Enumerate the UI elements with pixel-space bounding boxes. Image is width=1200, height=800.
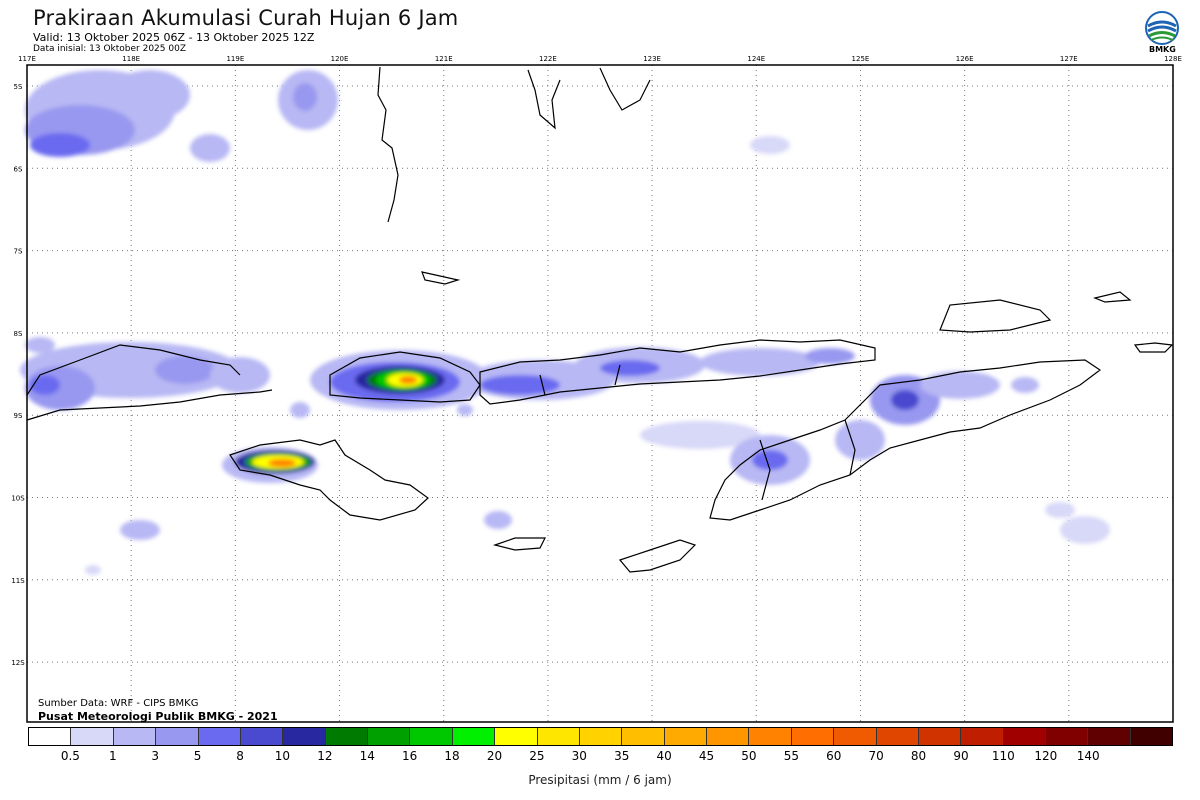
lat-label: 6S bbox=[14, 165, 23, 173]
colorbar-tick-label: 16 bbox=[402, 749, 418, 763]
source-note: Sumber Data: WRF - CIPS BMKG bbox=[38, 698, 199, 709]
lon-label: 126E bbox=[956, 55, 974, 63]
lat-label: 8S bbox=[14, 330, 23, 338]
colorbar-swatch bbox=[410, 728, 453, 745]
colorbar-tick-label: 55 bbox=[783, 749, 799, 763]
coastlines bbox=[26, 66, 1174, 573]
lon-label: 118E bbox=[122, 55, 140, 63]
colorbar-tick-label: 5 bbox=[193, 749, 202, 763]
lon-label: 122E bbox=[539, 55, 557, 63]
lon-label: 127E bbox=[1060, 55, 1078, 63]
colorbar-swatch bbox=[113, 728, 157, 745]
lon-label: 119E bbox=[226, 55, 244, 63]
colorbar-tick-label: 0.5 bbox=[60, 749, 80, 763]
colorbar-swatch bbox=[749, 728, 792, 745]
colorbar-ticks: 0.5 1 3 5 8 10 12 14 16 18 20 25 30 35 40 45 50 55 60 70 80 9… bbox=[28, 749, 1173, 763]
colorbar-swatch bbox=[961, 728, 1004, 745]
colorbar-tick-label: 90 bbox=[953, 749, 969, 763]
org-credit: Pusat Meteorologi Publik BMKG - 2021 bbox=[38, 710, 278, 723]
colorbar-swatch bbox=[452, 728, 496, 745]
lat-label: 11S bbox=[11, 577, 25, 585]
colorbar-tick-label: 60 bbox=[826, 749, 842, 763]
colorbar-swatch bbox=[198, 728, 241, 745]
lat-label: 5S bbox=[14, 83, 23, 91]
lon-label: 124E bbox=[747, 55, 765, 63]
colorbar-swatch bbox=[876, 728, 919, 745]
colorbar-tick-label: 50 bbox=[741, 749, 757, 763]
colorbar-swatch bbox=[325, 728, 368, 745]
colorbar-tick-label: 140 bbox=[1076, 749, 1100, 763]
lon-label: 125E bbox=[852, 55, 870, 63]
colorbar-swatch bbox=[664, 728, 707, 745]
colorbar-swatch bbox=[918, 728, 962, 745]
colorbar-tick-label: 70 bbox=[868, 749, 884, 763]
lon-label: 121E bbox=[435, 55, 453, 63]
valid-period: Valid: 13 Oktober 2025 06Z - 13 Oktober … bbox=[33, 31, 315, 44]
lat-label: 10S bbox=[11, 495, 25, 503]
lon-label: 123E bbox=[643, 55, 661, 63]
colorbar-swatch bbox=[240, 728, 284, 745]
colorbar-swatch bbox=[495, 728, 538, 745]
colorbar-swatch bbox=[1046, 728, 1089, 745]
map-title: Prakiraan Akumulasi Curah Hujan 6 Jam bbox=[33, 6, 459, 30]
logo-label: BMKG bbox=[1149, 45, 1176, 54]
colorbar-tick-label: 3 bbox=[151, 749, 160, 763]
rainfall-shading bbox=[20, 70, 1110, 575]
lat-label: 9S bbox=[14, 412, 23, 420]
colorbar-label: Presipitasi (mm / 6 jam) bbox=[528, 773, 672, 787]
lat-label: 12S bbox=[11, 659, 25, 667]
colorbar-tick-label: 30 bbox=[571, 749, 587, 763]
colorbar-swatch bbox=[71, 728, 114, 745]
init-time: Data inisial: 13 Oktober 2025 00Z bbox=[33, 44, 186, 54]
colorbar-tick-label: 1 bbox=[108, 749, 117, 763]
colorbar-tick-label: 20 bbox=[486, 749, 503, 763]
colorbar-tick-label: 45 bbox=[698, 749, 715, 763]
lon-label: 120E bbox=[331, 55, 349, 63]
lat-label: 7S bbox=[14, 248, 23, 256]
lon-label: 117E bbox=[18, 55, 36, 63]
colorbar-swatch bbox=[1130, 728, 1173, 745]
colorbar-swatch bbox=[29, 728, 72, 745]
lon-label: 128E bbox=[1164, 55, 1182, 63]
bmkg-logo-icon bbox=[1145, 11, 1179, 45]
colorbar-swatch bbox=[156, 728, 199, 745]
colorbar-tick-label: 35 bbox=[614, 749, 630, 763]
colorbar-swatch bbox=[368, 728, 411, 745]
colorbar-swatch bbox=[579, 728, 623, 745]
map-frame bbox=[26, 64, 1174, 723]
colorbar-swatch bbox=[1088, 728, 1131, 745]
colorbar-tick-label: 14 bbox=[359, 749, 375, 763]
colorbar-swatch bbox=[791, 728, 835, 745]
precip-colorbar bbox=[28, 727, 1173, 746]
colorbar-tick-label: 25 bbox=[529, 749, 545, 763]
colorbar-tick-label: 110 bbox=[991, 749, 1015, 763]
colorbar-tick-label: 18 bbox=[444, 749, 460, 763]
colorbar-tick-label: 12 bbox=[317, 749, 333, 763]
colorbar-swatch bbox=[1003, 728, 1046, 745]
colorbar-tick-label: 10 bbox=[274, 749, 291, 763]
colorbar-swatch bbox=[283, 728, 326, 745]
colorbar-tick-label: 120 bbox=[1034, 749, 1058, 763]
colorbar-tick-label: 80 bbox=[910, 749, 927, 763]
colorbar-swatch bbox=[622, 728, 665, 745]
colorbar-swatch bbox=[537, 728, 580, 745]
colorbar-swatch bbox=[834, 728, 877, 745]
colorbar-swatch bbox=[707, 728, 750, 745]
colorbar-tick-label: 8 bbox=[236, 749, 244, 763]
lat-lon-grid: 117E 118E 119E 120E 121E 122E 123E 124E 125E 126E… bbox=[11, 55, 1182, 722]
colorbar-tick-label: 40 bbox=[656, 749, 672, 763]
